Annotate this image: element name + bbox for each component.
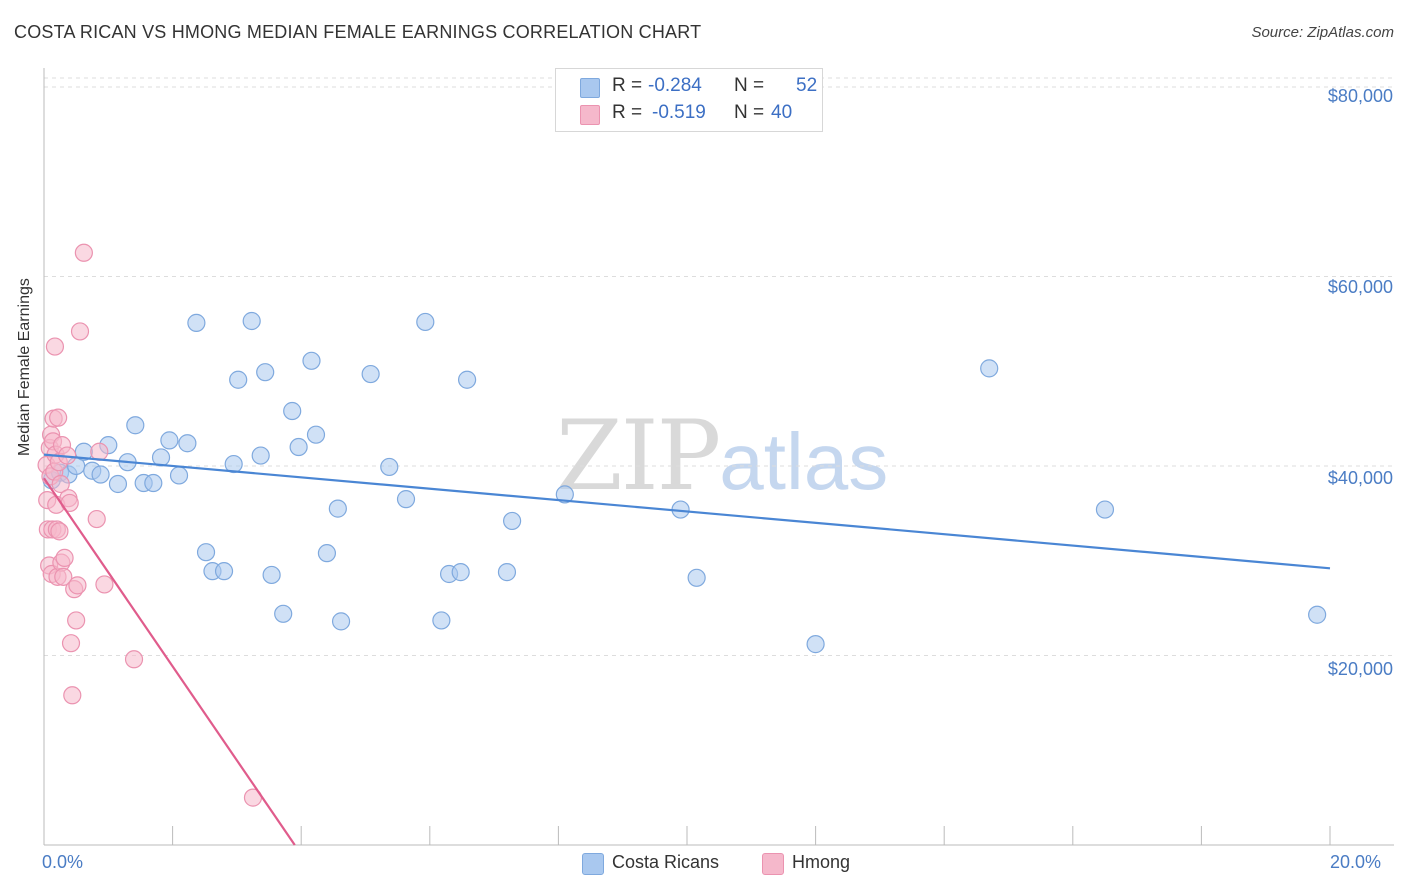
point-costa-rican <box>396 490 416 509</box>
point-costa-rican <box>416 312 435 332</box>
point-hmong <box>67 611 86 630</box>
point-costa-rican <box>317 544 337 563</box>
legend-n-value: 40 <box>771 102 793 123</box>
point-costa-rican <box>108 474 128 494</box>
trendline-hmong <box>43 477 296 846</box>
point-hmong <box>90 442 109 461</box>
point-costa-rican <box>302 351 321 370</box>
point-hmong <box>51 474 70 494</box>
legend-swatch-blue <box>580 78 600 98</box>
point-costa-rican <box>457 370 477 389</box>
point-hmong <box>54 567 73 586</box>
point-costa-rican <box>1095 500 1115 519</box>
point-costa-rican <box>178 434 197 453</box>
point-costa-rican <box>980 359 999 378</box>
y-tick-label: $20,000 <box>1327 659 1393 679</box>
bottom-legend-label: Hmong <box>792 852 851 872</box>
legend: R = -0.284 N = 52 R = -0.519 N = 40 <box>555 68 823 132</box>
x-tick-label-right: 20.0% <box>1330 852 1382 872</box>
legend-swatch-pink <box>580 105 600 125</box>
legend-r-value: -0.519 <box>652 102 706 123</box>
point-costa-rican <box>91 465 110 484</box>
point-costa-rican <box>283 401 302 421</box>
point-hmong <box>63 686 82 705</box>
legend-r-label: R = <box>612 75 643 96</box>
point-hmong <box>55 548 74 567</box>
y-tick-label: $40,000 <box>1327 468 1393 488</box>
bottom-legend-swatch-blue <box>582 853 604 875</box>
y-tick-label: $80,000 <box>1327 86 1393 106</box>
trendline-costa-ricans <box>43 453 1331 570</box>
point-costa-rican <box>328 499 347 518</box>
point-hmong <box>61 634 81 653</box>
point-costa-rican <box>497 563 517 582</box>
point-hmong <box>87 509 106 529</box>
legend-n-value: 52 <box>796 75 818 96</box>
point-costa-rican <box>331 612 351 631</box>
point-costa-rican <box>196 543 216 562</box>
point-costa-rican <box>380 457 399 477</box>
point-costa-rican <box>256 363 275 382</box>
bottom-legend-swatch-pink <box>762 853 784 875</box>
point-costa-rican <box>224 454 243 474</box>
point-costa-rican <box>687 568 706 587</box>
point-hmong <box>68 576 87 595</box>
point-hmong <box>50 522 69 541</box>
legend-r-label: R = <box>612 102 643 123</box>
point-hmong <box>45 337 65 356</box>
y-tick-label: $60,000 <box>1327 277 1393 297</box>
legend-n-label: N = <box>734 102 765 123</box>
point-costa-rican <box>126 416 145 435</box>
point-costa-rican <box>503 511 522 531</box>
point-hmong <box>49 408 68 427</box>
point-costa-rican <box>160 431 179 450</box>
point-hmong <box>124 650 144 669</box>
point-hmong <box>70 322 90 341</box>
point-costa-rican <box>274 604 293 623</box>
legend-r-value: -0.284 <box>648 75 702 96</box>
point-costa-rican <box>169 466 189 485</box>
point-costa-rican <box>289 437 308 457</box>
point-costa-rican <box>1308 605 1327 624</box>
y-axis-label: Median Female Earnings <box>16 278 33 456</box>
point-hmong <box>95 575 114 594</box>
point-costa-rican <box>251 446 270 465</box>
point-costa-rican <box>187 313 206 332</box>
point-costa-rican <box>451 563 470 582</box>
point-costa-rican <box>306 425 326 444</box>
point-costa-rican <box>555 485 574 504</box>
point-hmong <box>74 243 93 262</box>
point-costa-rican <box>214 562 234 581</box>
point-costa-rican <box>262 565 281 585</box>
point-costa-rican <box>432 611 451 630</box>
legend-n-label: N = <box>734 75 765 96</box>
x-tick-label-left: 0.0% <box>42 852 84 872</box>
point-costa-rican <box>806 635 825 654</box>
chart-title: COSTA RICAN VS HMONG MEDIAN FEMALE EARNI… <box>14 22 702 42</box>
point-costa-rican <box>144 473 163 493</box>
source-text: Source: ZipAtlas.com <box>1251 24 1394 41</box>
point-costa-rican <box>361 364 380 384</box>
point-costa-rican <box>229 370 248 389</box>
point-costa-rican <box>242 311 261 331</box>
bottom-legend-label: Costa Ricans <box>612 852 720 872</box>
